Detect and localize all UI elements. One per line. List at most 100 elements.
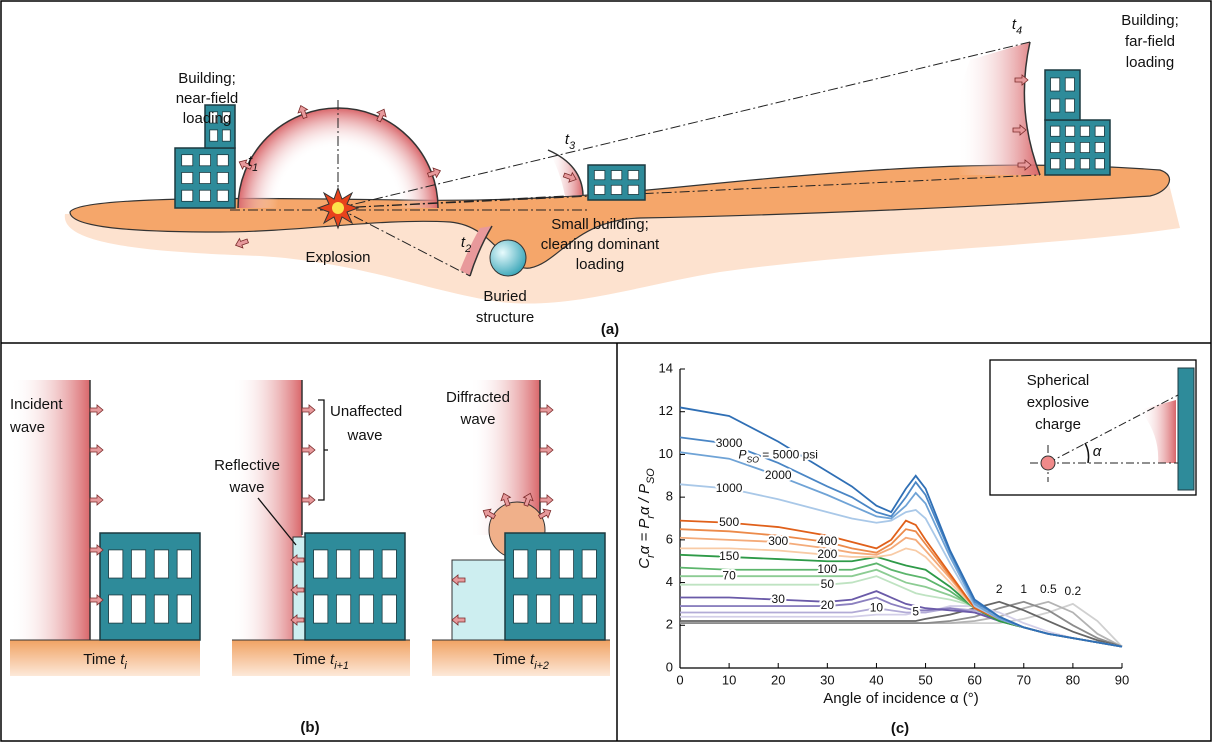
window (1065, 142, 1074, 152)
window (154, 595, 168, 623)
window (314, 595, 328, 623)
window (199, 155, 210, 166)
label: wave (9, 419, 45, 436)
label: wave (228, 479, 264, 496)
window (514, 550, 528, 578)
window (109, 595, 123, 623)
text-part: 1 (252, 162, 258, 174)
window (594, 185, 605, 194)
label: Small building; (551, 216, 649, 233)
panel-label: (a) (601, 321, 619, 338)
series-label: 200 (817, 547, 837, 561)
window (131, 550, 145, 578)
window (222, 130, 230, 141)
text-part: psi (799, 448, 818, 462)
inset-angle: α (1093, 443, 1102, 460)
inset (990, 360, 1196, 495)
window (559, 550, 573, 578)
label: Building; (178, 70, 236, 87)
window (514, 595, 528, 623)
series-label: 150 (719, 549, 739, 563)
window (559, 595, 573, 623)
window (536, 550, 550, 578)
text-part: C (636, 558, 653, 569)
series-label: 0.5 (1040, 582, 1057, 596)
x-tick-label: 20 (771, 672, 785, 687)
label: structure (476, 309, 534, 326)
window (199, 172, 210, 183)
window (131, 595, 145, 623)
window (217, 155, 228, 166)
window (182, 172, 193, 183)
label: loading (576, 256, 624, 273)
reflected-wave (452, 560, 505, 640)
window (217, 190, 228, 201)
y-tick-label: 4 (666, 574, 673, 589)
building (505, 533, 605, 640)
window (210, 130, 218, 141)
x-axis-label: Angle of incidence α (°) (823, 690, 979, 707)
label: Explosion (305, 249, 370, 266)
text-part: i+1 (334, 660, 349, 672)
text-part: α / P (636, 484, 653, 515)
y-tick-label: 10 (659, 446, 673, 461)
label: loading (183, 110, 231, 127)
window (628, 185, 639, 194)
series-label: 30 (772, 592, 786, 606)
window (1080, 142, 1089, 152)
x-tick-label: 30 (820, 672, 834, 687)
window (1051, 78, 1060, 91)
explosion-core (332, 202, 344, 214)
label: near-field (176, 90, 239, 107)
series-label: 500 (719, 515, 739, 529)
window (1080, 159, 1089, 169)
window (1051, 99, 1060, 112)
label: Reflective (214, 457, 280, 474)
window (1065, 78, 1074, 91)
figure: Building; near-field loading Building; far-f… (0, 0, 1212, 742)
inset-title: charge (1035, 416, 1081, 433)
text-part: 4 (1016, 25, 1022, 37)
window (582, 550, 596, 578)
window (359, 595, 373, 623)
y-tick-label: 12 (659, 403, 673, 418)
series-label: 1000 (716, 481, 743, 495)
text-part: = (759, 448, 769, 462)
series-label: 50 (821, 577, 835, 591)
window (1051, 126, 1060, 136)
window (536, 595, 550, 623)
window (154, 550, 168, 578)
window (109, 550, 123, 578)
series-label: 100 (817, 562, 837, 576)
text-part: α = P (636, 519, 653, 555)
label: far-field (1125, 33, 1175, 50)
label: Buried (483, 288, 526, 305)
window (359, 550, 373, 578)
charge (1041, 456, 1055, 470)
window (1095, 126, 1104, 136)
window (177, 550, 191, 578)
y-tick-label: 6 (666, 531, 673, 546)
label: wave (346, 427, 382, 444)
window (314, 550, 328, 578)
x-tick-label: 80 (1066, 672, 1080, 687)
text-part: Time (83, 651, 120, 668)
window (1065, 126, 1074, 136)
window (382, 595, 396, 623)
panel-label: (b) (300, 719, 319, 736)
label: Building; (1121, 12, 1179, 29)
window (594, 171, 605, 180)
text-part: 5000 (769, 448, 799, 462)
series-label: 2 (996, 582, 1003, 596)
window (1095, 159, 1104, 169)
window (611, 171, 622, 180)
window (1065, 99, 1074, 112)
inset-title: explosive (1027, 394, 1090, 411)
label: wave (459, 411, 495, 428)
x-tick-label: 50 (918, 672, 932, 687)
window (177, 595, 191, 623)
window (1080, 126, 1089, 136)
label: Incident (10, 396, 63, 413)
y-tick-label: 14 (659, 360, 673, 375)
series-label: 10 (870, 600, 884, 614)
